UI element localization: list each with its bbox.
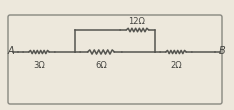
Text: B: B xyxy=(219,46,225,56)
Text: 6Ω: 6Ω xyxy=(95,61,107,70)
Text: 2Ω: 2Ω xyxy=(170,61,182,70)
Text: A: A xyxy=(8,46,14,56)
Text: 12Ω: 12Ω xyxy=(128,17,146,26)
Text: 3Ω: 3Ω xyxy=(33,61,45,70)
FancyBboxPatch shape xyxy=(8,15,222,104)
